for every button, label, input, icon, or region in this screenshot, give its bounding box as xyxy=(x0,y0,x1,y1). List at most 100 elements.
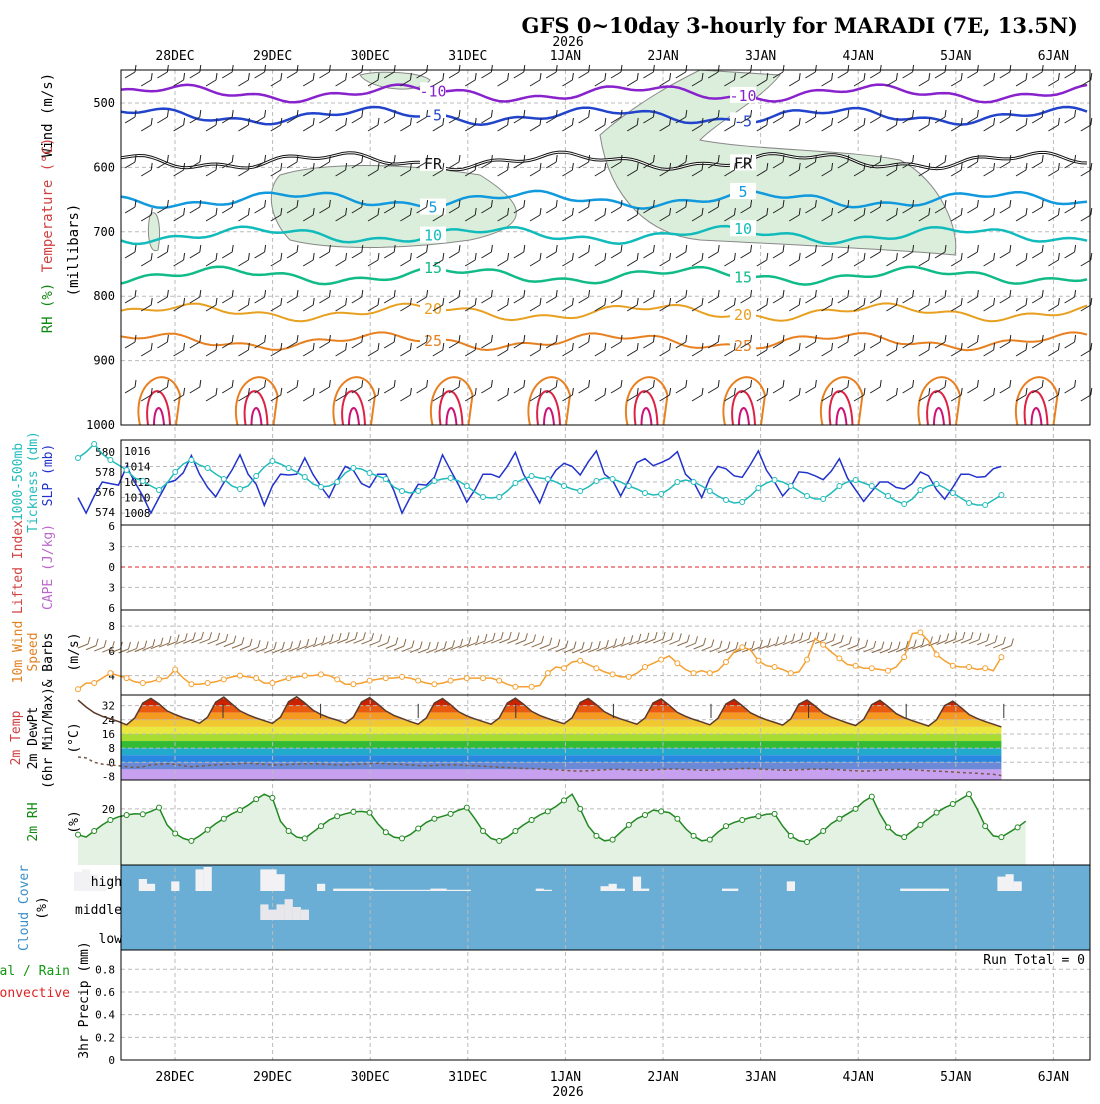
wind-barb xyxy=(302,207,315,222)
upper-unit-label: (millibars) xyxy=(66,204,82,297)
wind-barb-10m xyxy=(531,635,545,648)
wind-barb xyxy=(853,252,866,267)
wind-barb xyxy=(967,244,979,259)
wind-barb xyxy=(270,72,283,87)
wind-barb xyxy=(594,342,607,357)
wind-speed-line-marker xyxy=(156,676,162,683)
wind-speed-line-marker xyxy=(917,629,924,636)
wind-barb-10m xyxy=(312,635,326,648)
wind-barb xyxy=(950,342,963,357)
wind-barb-10m xyxy=(328,632,342,645)
wind-barb-10m xyxy=(677,634,690,647)
wind-barb xyxy=(545,64,558,79)
wind-speed-line-marker xyxy=(253,675,260,682)
wind-barb xyxy=(157,64,169,79)
pressure-tick-label: 500 xyxy=(93,96,115,110)
wind-speed-line-marker xyxy=(625,673,632,680)
temp-band xyxy=(121,726,1002,734)
wind-barb xyxy=(659,387,672,402)
rh-line-marker xyxy=(399,835,405,842)
wind-barb xyxy=(967,199,979,214)
wind-barb xyxy=(691,117,704,132)
isotherm-label-bg xyxy=(420,331,446,348)
wind-barb xyxy=(1031,154,1044,169)
wind-barb xyxy=(1031,199,1044,214)
wind-barb xyxy=(578,244,591,259)
wind-barb-10m xyxy=(588,641,601,653)
wind-barb xyxy=(448,109,461,124)
cloud-high-bar xyxy=(1005,874,1014,891)
thickness-line-marker xyxy=(593,478,600,484)
wind-barb xyxy=(902,334,915,349)
wind-barb-10m xyxy=(134,640,148,653)
wind-barb xyxy=(805,109,817,124)
wind-barb xyxy=(983,117,996,132)
isotherm-label-bg xyxy=(420,106,446,123)
wind-barb xyxy=(254,379,267,394)
wind-barb xyxy=(740,334,753,349)
thickness-line-marker xyxy=(415,488,422,494)
wind-barb-10m xyxy=(644,631,658,644)
li-tick-label: 3 xyxy=(108,541,115,554)
rh-line-marker xyxy=(75,831,81,838)
wind-barb-10m xyxy=(337,632,350,644)
wind-barb xyxy=(319,199,331,214)
isotherm-line xyxy=(120,224,1088,246)
wind10-label: 10m Wind xyxy=(11,621,26,684)
wind-barb-10m xyxy=(499,631,512,644)
rh-line-marker xyxy=(496,837,503,844)
rh-line-marker xyxy=(674,815,681,822)
wind-barb xyxy=(691,72,704,87)
wind-barb xyxy=(513,244,526,259)
temp-contour-35 xyxy=(640,407,653,426)
wind-barb-10m xyxy=(912,637,925,650)
isotherm-label-bg xyxy=(420,226,446,243)
cloud-middle-bar xyxy=(276,904,285,920)
rh-line-marker xyxy=(820,828,827,834)
wind-barb xyxy=(238,297,250,312)
cloud-high-bar xyxy=(389,889,399,891)
cloud-high-bar xyxy=(333,888,342,891)
wind-barb xyxy=(205,72,218,87)
wind-barb xyxy=(643,109,655,124)
wind-barb-10m xyxy=(385,637,399,649)
wind-barb xyxy=(335,117,348,132)
thickness-tick-label: 576 xyxy=(95,486,115,499)
cloud-high-bar xyxy=(462,889,471,891)
cloud-high-bar xyxy=(616,888,625,891)
li-tick-label: 6 xyxy=(108,602,115,615)
wind-speed-line-marker xyxy=(301,672,308,679)
rh2m-unit: (%) xyxy=(67,810,82,833)
rh-line-marker xyxy=(463,804,470,811)
wind-speed-line-marker xyxy=(593,665,600,672)
wind-barb xyxy=(173,387,186,402)
wind-barb xyxy=(1048,387,1060,402)
isotherm-line-inner xyxy=(120,151,1088,171)
wind-barb xyxy=(886,162,898,177)
wind-barb-10m xyxy=(85,638,99,651)
wind-barb xyxy=(837,64,850,79)
wind-barb xyxy=(335,342,348,357)
cloud-label: Cloud Cover xyxy=(17,865,32,951)
upper-rh-label: RH (%) xyxy=(40,283,56,334)
wind10-label-3: & Barbs xyxy=(41,633,56,688)
wind-speed-line-marker xyxy=(269,680,276,687)
wind-barb xyxy=(497,117,510,132)
date-label-top: 28DEC xyxy=(155,49,194,64)
wind-barb xyxy=(400,207,412,222)
temp-contour-25 xyxy=(624,376,669,426)
wind-barb xyxy=(189,334,202,349)
thickness-tick-label: 580 xyxy=(95,446,115,459)
wind-speed-line-marker xyxy=(285,675,292,682)
slp-tick-label: 1016 xyxy=(124,445,151,458)
wind-barb xyxy=(707,244,720,259)
cloud-high-bar xyxy=(414,889,423,891)
wind-barb xyxy=(902,244,915,259)
wind-barb xyxy=(626,297,639,312)
wind-barb xyxy=(1031,64,1044,79)
wind-barb xyxy=(481,64,493,79)
wind-barb xyxy=(821,252,834,267)
temp-contour-30 xyxy=(1023,390,1049,426)
wind-barb xyxy=(691,252,704,267)
wind-barb xyxy=(351,334,364,349)
